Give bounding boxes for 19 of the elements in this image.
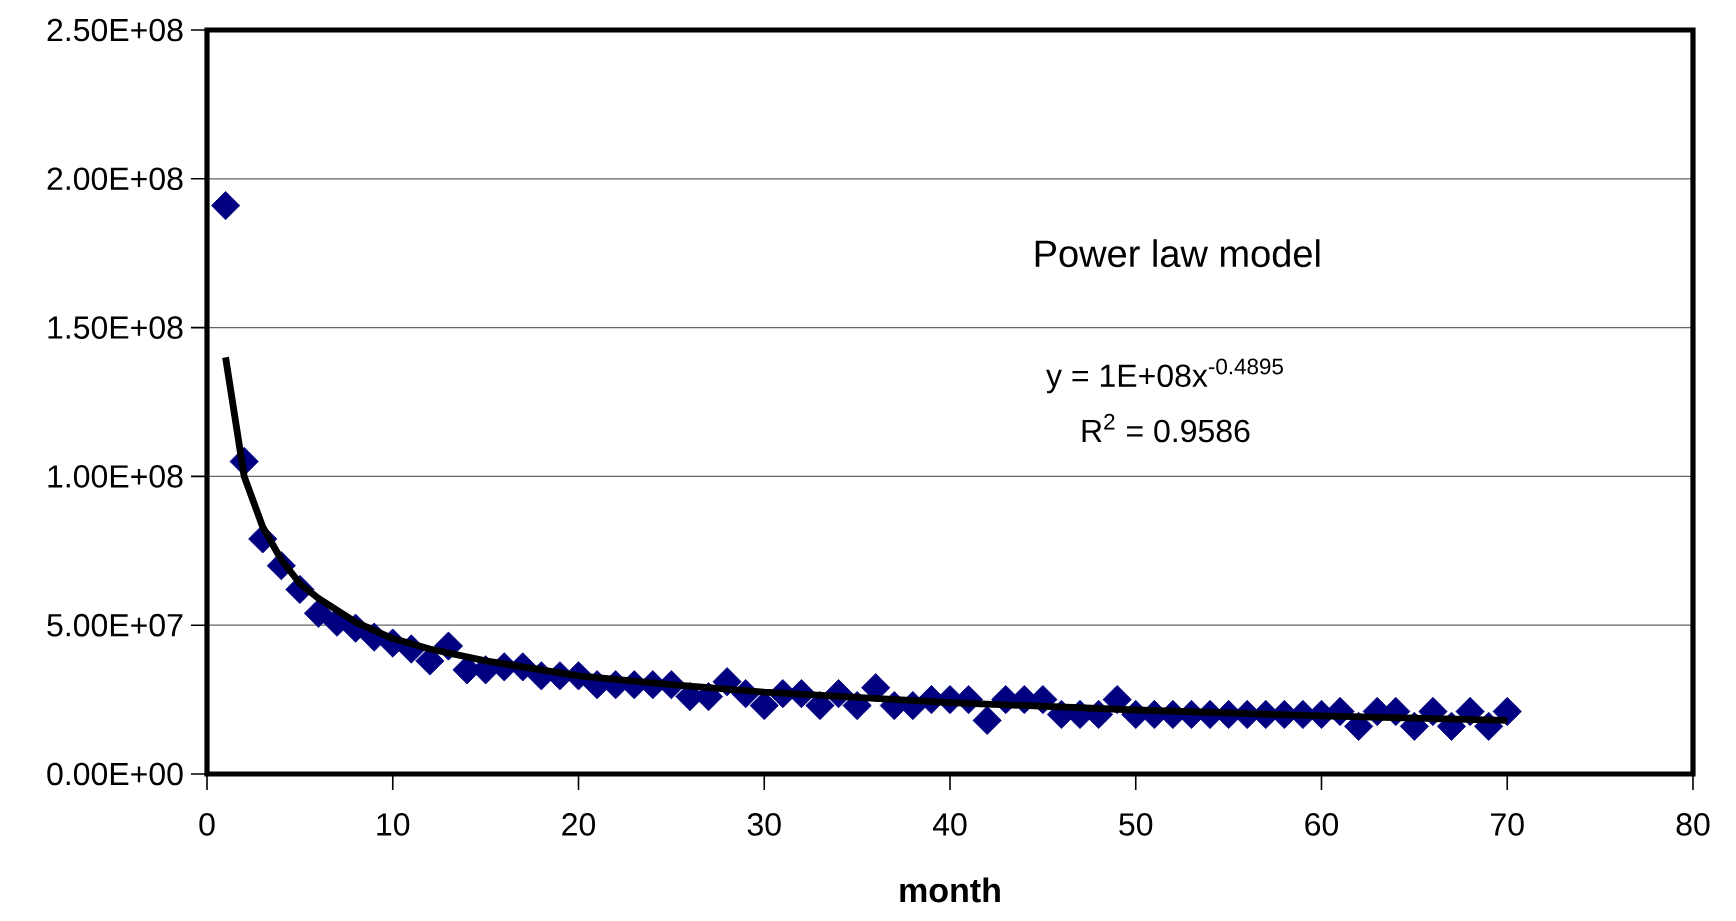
- x-tick-label: 40: [932, 813, 967, 836]
- y-tick-label: 1.00E+08: [48, 465, 183, 488]
- annotation: R$^{2}$ = 0.9586: [1082, 413, 1250, 443]
- x-axis-title: month: [900, 877, 1000, 903]
- annotation: Power law model: [1035, 239, 1320, 268]
- x-tick-label: 80: [1676, 813, 1710, 836]
- x-tick-label: 30: [747, 813, 781, 836]
- y-tick-label: 2.00E+08: [47, 167, 183, 191]
- x-tick-label: 50: [1119, 813, 1153, 836]
- x-tick-label: 20: [562, 813, 596, 836]
- y-tick-label: 0.00E+00: [47, 762, 183, 786]
- y-tick-label: 1.50E+08: [48, 316, 183, 339]
- y-tick-label: 5.00E+07: [47, 613, 183, 637]
- x-tick-label: 60: [1305, 813, 1339, 836]
- x-tick-label: 0: [199, 813, 215, 836]
- x-tick-label: 70: [1491, 813, 1524, 836]
- annotation: y = 1E+08x$^{-0.4895}$: [1046, 358, 1283, 394]
- y-tick-label: 2.50E+08: [47, 18, 183, 42]
- x-tick-label: 10: [377, 813, 410, 836]
